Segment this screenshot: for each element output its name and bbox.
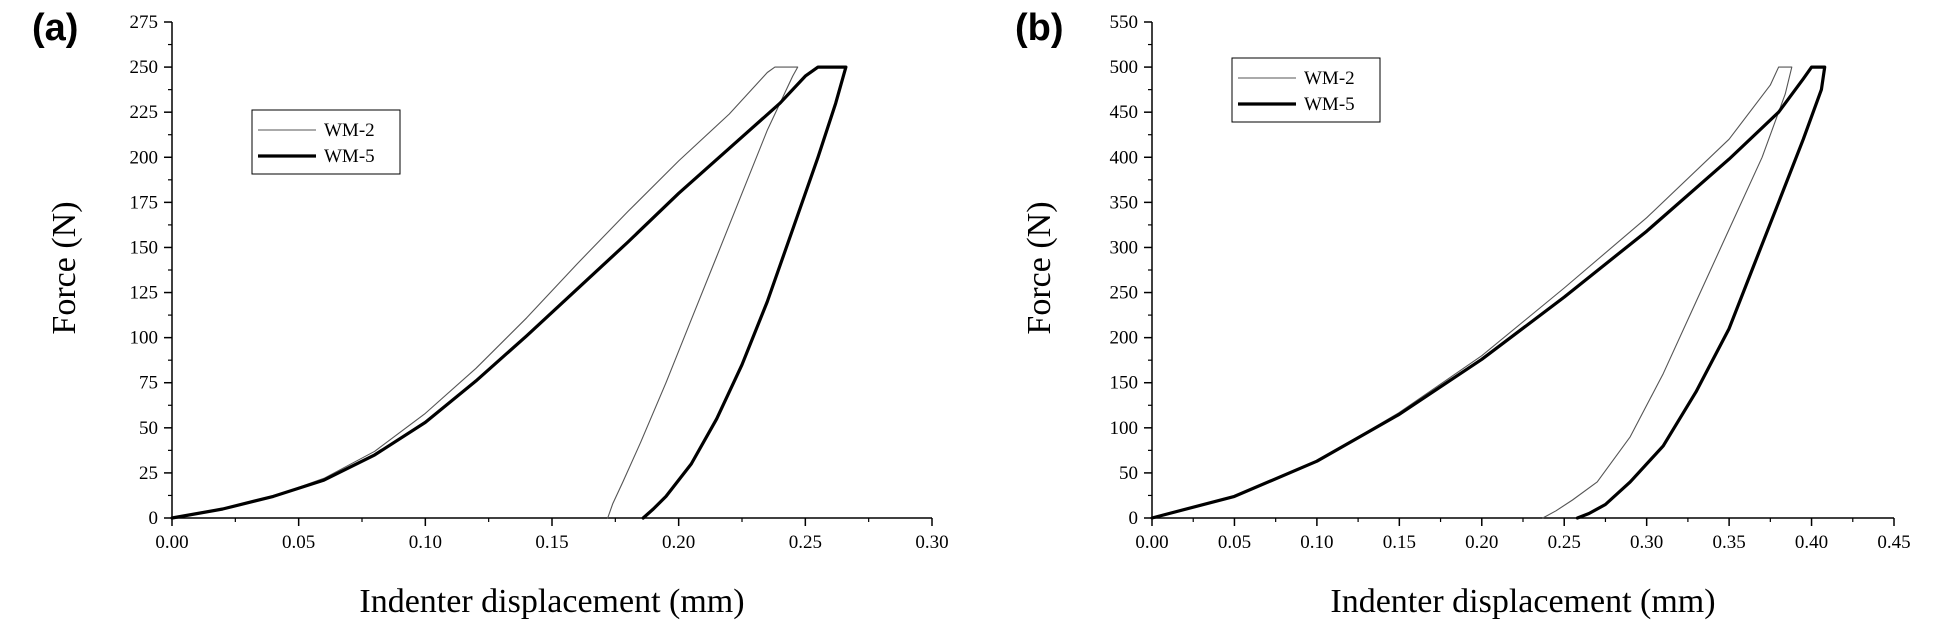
y-tick-label: 75: [139, 373, 158, 394]
series-line-wm-2: [171, 66, 799, 519]
x-tick-label: 0.05: [1218, 532, 1251, 553]
x-tick-label: 0.10: [409, 532, 442, 553]
y-axis-title: Force (N): [46, 201, 83, 334]
legend-label: WM-2: [324, 120, 375, 141]
y-tick-label: 50: [1119, 463, 1138, 484]
y-tick-label: 100: [130, 328, 159, 349]
y-tick-label: 350: [1110, 192, 1139, 213]
x-tick-label: 0.15: [1383, 532, 1416, 553]
y-tick-label: 275: [130, 12, 159, 33]
y-tick-label: 175: [130, 192, 159, 213]
y-tick-label: 200: [1110, 328, 1139, 349]
legend: WM-2 WM-5: [1231, 57, 1381, 123]
legend-box: [1231, 57, 1381, 123]
x-tick-label: 0.00: [155, 532, 188, 553]
y-tick-label: 250: [1110, 283, 1139, 304]
panel-label: (a): [32, 7, 78, 49]
x-tick-label: 0.35: [1712, 532, 1745, 553]
y-tick-label: 450: [1110, 102, 1139, 123]
y-tick-label: 150: [130, 237, 159, 258]
x-tick-label: 0.20: [1465, 532, 1498, 553]
series-line-wm-5: [170, 65, 848, 520]
y-tick-label: 125: [130, 283, 159, 304]
x-tick-label: 0.25: [789, 532, 822, 553]
legend-label: WM-5: [324, 146, 375, 167]
x-tick-label: 0.30: [915, 532, 948, 553]
y-tick-label: 500: [1110, 57, 1139, 78]
x-tick-label: 0.40: [1795, 532, 1828, 553]
y-tick-label: 50: [139, 418, 158, 439]
panel-label: (b): [1015, 7, 1064, 49]
x-tick-label: 0.25: [1548, 532, 1581, 553]
x-tick-label: 0.45: [1877, 532, 1910, 553]
y-tick-label: 0: [1129, 508, 1139, 529]
x-axis-title: Indenter displacement (mm): [1330, 583, 1715, 620]
y-tick-label: 200: [130, 147, 159, 168]
x-tick-label: 0.05: [282, 532, 315, 553]
x-tick-label: 0.30: [1630, 532, 1663, 553]
y-tick-label: 550: [1110, 12, 1139, 33]
series-line-wm-5: [1150, 65, 1827, 520]
chart-panel-b: (b) 0.00 0.05 0.10 0.15 0.20 0.25 0.30 0.35 0.40…: [1015, 7, 1911, 620]
y-tick-label: 25: [139, 463, 158, 484]
y-tick-label: 300: [1110, 237, 1139, 258]
legend-label: WM-2: [1304, 68, 1355, 89]
y-tick-label: 150: [1110, 373, 1139, 394]
x-tick-label: 0.15: [535, 532, 568, 553]
x-tick-label: 0.20: [662, 532, 695, 553]
y-tick-label: 250: [130, 57, 159, 78]
y-tick-label: 0: [149, 508, 159, 529]
chart-panel-a: (a) 0.00 0.05 0.10 0.15 0.20 0.25 0.30 0 25 50 75 1…: [32, 7, 949, 620]
y-tick-label: 225: [130, 102, 159, 123]
x-tick-label: 0.00: [1135, 532, 1168, 553]
y-tick-label: 400: [1110, 147, 1139, 168]
y-axis-title: Force (N): [1021, 201, 1058, 334]
x-axis-title: Indenter displacement (mm): [359, 583, 744, 620]
x-tick-label: 0.10: [1300, 532, 1333, 553]
legend: WM-2 WM-5: [251, 109, 401, 175]
y-tick-label: 100: [1110, 418, 1139, 439]
series-line-wm-2: [1151, 66, 1793, 519]
legend-label: WM-5: [1304, 94, 1355, 115]
legend-box: [251, 109, 401, 175]
